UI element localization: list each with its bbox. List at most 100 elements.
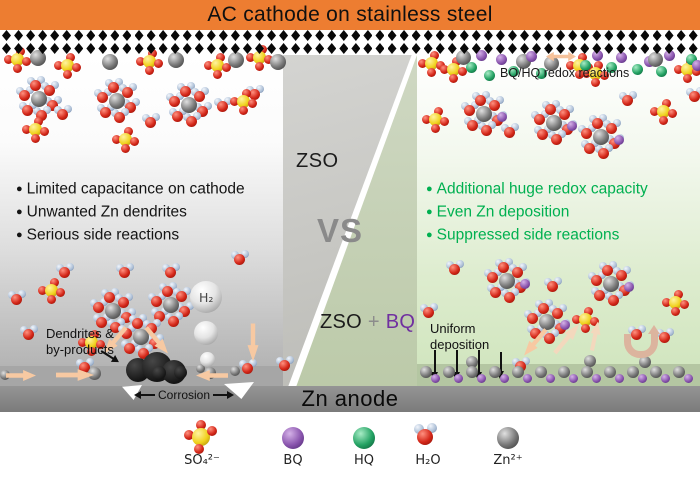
zso-bq-label: ZSO + BQ [320,311,415,334]
hydrated-zn-bq-icon [460,91,508,137]
legend-label-bq: BQ [283,453,303,468]
bq-icon [496,54,507,65]
legend-label-zn: Zn²⁺ [493,453,523,468]
bq-icon [684,374,693,383]
zn-ion-icon [489,366,501,378]
zn-ion-icon [456,50,471,65]
zn-ion-icon [627,366,639,378]
zn-ion-icon [648,52,663,67]
hydrated-zn-icon [89,288,137,334]
water-icon [76,358,94,373]
issue-item: Limited capacitance on cathode [16,178,245,201]
sulfate-icon [38,278,65,304]
water-icon [231,250,249,265]
corrosion-arrow-right-icon [213,391,235,399]
issue-item: Unwanted Zn dendrites [16,201,245,224]
zn-ion-icon [604,366,616,378]
hydrated-zn-bq-icon [577,114,625,160]
zn-ion-icon [168,52,184,68]
plus-part: + [367,311,386,333]
water-icon [214,97,232,112]
redox-double-arrow-icon [546,51,576,62]
bq-icon [569,374,578,383]
flow-arrow-icon [6,370,36,381]
bq-icon [692,60,700,71]
uniform-deposition-label: Uniform deposition [430,321,490,352]
bq-icon [431,374,440,383]
flow-arrow-icon [247,324,260,362]
bq-icon [523,374,532,383]
zn-ion-icon [535,366,547,378]
redox-reactions-label: BQ/HQ redox reactions [500,66,630,80]
zso-label: ZSO [296,150,339,172]
corrosion-arrow-left-icon [134,391,155,399]
zn-ion-icon [30,50,46,66]
legend-label-hq: HQ [353,453,374,468]
hq-icon [508,66,519,77]
uturn-arrow-icon [624,325,660,358]
sulfate-icon [136,49,163,75]
cathode-header: AC cathode on stainless steel [0,0,700,30]
hydrated-zn-icon [15,76,63,122]
corrosion-label: Corrosion [158,388,211,402]
water-icon [501,123,519,138]
sulfate-legend-icon [184,420,220,456]
zn-ion-icon [270,54,286,70]
bq-icon [500,374,509,383]
water-icon [619,91,637,106]
water-icon [162,263,180,278]
zn-ion-icon [581,366,593,378]
ac-mesh [0,30,700,55]
hydrated-zn-bq-icon [523,299,571,345]
hq-icon [536,68,547,79]
zn-ion-icon [466,356,478,368]
zn-ion-icon [196,364,205,373]
dendrite-blob [126,350,190,384]
water-legend-icon [412,423,442,448]
zn-ion-icon [88,367,101,380]
zn-ion-icon [639,356,651,368]
benefit-list: Additional huge redox capacity Even Zn d… [426,178,648,247]
zn-anode-bar: Zn anode [0,386,700,412]
hq-legend-icon [353,427,375,449]
hq-icon [686,54,697,65]
water-icon [446,260,464,275]
zn-ion-icon [558,366,570,378]
bq-icon [526,51,537,62]
benefit-item: Additional huge redox capacity [426,178,648,201]
bq-icon [592,374,601,383]
water-icon [686,87,700,102]
water-icon [656,328,674,343]
hq-icon [466,62,477,73]
sulfate-icon [662,290,689,316]
zn-ion-icon [228,52,244,68]
sulfate-icon [112,127,139,153]
bq-icon [592,50,603,61]
hydrated-zn-bq-icon [530,100,578,146]
zn-ion-icon [466,366,478,378]
water-icon [56,263,74,278]
bq-part: BQ [385,311,416,333]
water-icon [544,277,562,292]
zn-ion-icon [673,366,685,378]
water-icon [276,356,294,371]
water-icon [54,105,72,120]
zn-legend-icon [497,427,519,449]
bq-icon [616,52,627,63]
hydrated-zn-icon [165,82,213,128]
hydrated-zn-icon [93,78,141,124]
vs-label: VS [317,212,364,249]
zn-ion-icon [0,370,10,380]
bq-icon [477,374,486,383]
flow-arrow-icon [56,369,94,381]
water-icon [8,290,26,305]
bq-legend-icon [282,427,304,449]
sulfate-icon [22,117,49,143]
benefit-item: Suppressed side reactions [426,224,648,247]
bq-icon [661,374,670,383]
legend-label-sulfate: SO₄²⁻ [184,453,220,468]
hq-icon [656,66,667,77]
h2-bubble-icon [200,352,215,367]
